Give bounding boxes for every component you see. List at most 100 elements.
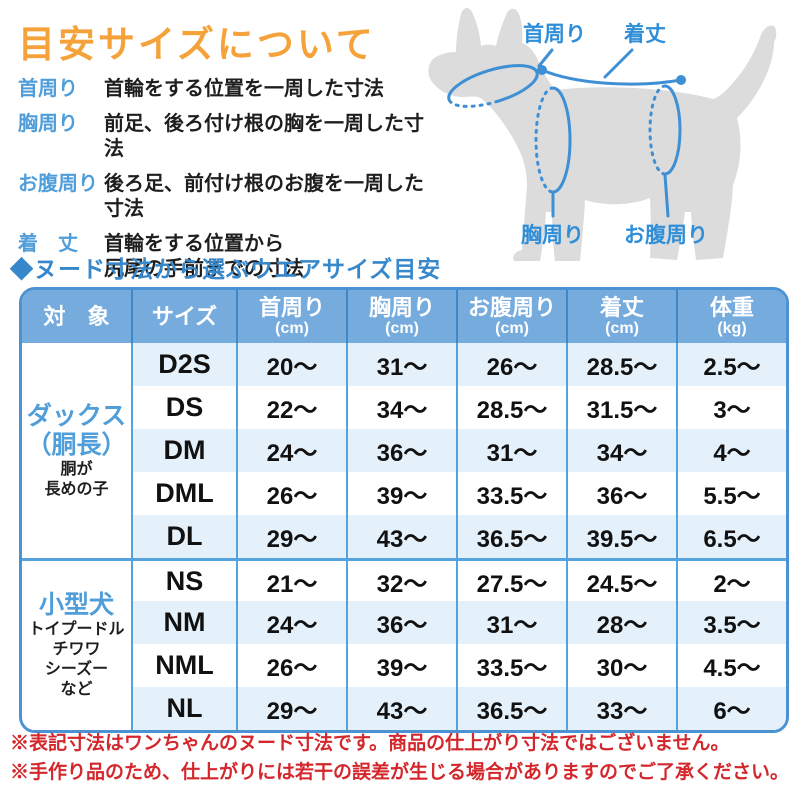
diagram-neck-label: 首周り [523, 22, 586, 46]
header-unit: (cm) [385, 320, 419, 337]
chest-value: 39～ [346, 644, 456, 687]
length-value: 36～ [566, 472, 676, 515]
chest-value: 32～ [346, 558, 456, 601]
neck-value: 22～ [236, 386, 346, 429]
belly-value: 31～ [456, 601, 566, 644]
neck-value: 29～ [236, 687, 346, 730]
table-header-row: 対 象 サイズ 首周り (cm) 胸周り (cm) お腹周り (cm) 着丈 (cm) … [22, 290, 786, 343]
length-end-dot [676, 75, 686, 85]
header-length: 着丈 (cm) [566, 290, 676, 343]
neck-value: 20～ [236, 343, 346, 386]
definition-belly: お腹周り 後ろ足、前付け根のお腹を一周した寸法 [18, 172, 438, 222]
definition-desc: 首輪をする位置を一周した寸法 [104, 78, 384, 100]
weight-value: 2～ [676, 558, 786, 601]
header-belly: お腹周り (cm) [456, 290, 566, 343]
length-value: 30～ [566, 644, 676, 687]
definition-neck: 首周り 首輪をする位置を一周した寸法 [18, 77, 438, 102]
table-row: DL 29～ 43～ 36.5～ 39.5～ 6.5～ [22, 515, 786, 558]
table-row: DML 26～ 39～ 33.5～ 36～ 5.5～ [22, 472, 786, 515]
length-value: 28.5～ [566, 343, 676, 386]
chest-ring-dashed [534, 86, 555, 194]
length-value: 34～ [566, 429, 676, 472]
length-value: 39.5～ [566, 515, 676, 558]
neck-label-leader [537, 48, 554, 68]
definition-desc-line1: 首輪をする位置から [104, 233, 284, 255]
weight-value: 2.5～ [676, 343, 786, 386]
definition-term: 首周り [18, 78, 78, 100]
dog-measurement-diagram: 首周り 着丈 胸周り お腹周り [425, 0, 800, 270]
header-chest: 胸周り (cm) [346, 290, 456, 343]
belly-label-leader [663, 173, 670, 218]
neck-ring [447, 64, 539, 108]
definition-chest: 胸周り 前足、後ろ付け根の胸を一周した寸法 [18, 112, 438, 162]
weight-value: 5.5～ [676, 472, 786, 515]
definition-term: 着 丈 [18, 233, 78, 255]
chest-value: 34～ [346, 386, 456, 429]
length-value: 28～ [566, 601, 676, 644]
neck-value: 21～ [236, 558, 346, 601]
diagram-length-label: 着丈 [623, 22, 666, 46]
table-row: 小型犬 トイプードル チワワ シーズー など NS 21～ 32～ 27.5～ … [22, 558, 786, 730]
neck-value: 24～ [236, 601, 346, 644]
measurement-definitions: 首周り 首輪をする位置を一周した寸法 胸周り 前足、後ろ付け根の胸を一周した寸法… [18, 77, 438, 292]
group-note: 胴が [60, 460, 93, 478]
size-label: NML [131, 644, 236, 687]
belly-value: 36.5～ [456, 515, 566, 558]
header-label: 体重 [709, 295, 754, 320]
header-neck: 首周り (cm) [236, 290, 346, 343]
definition-term: 胸周り [18, 113, 78, 135]
group-name: 小型犬 [38, 591, 114, 619]
header-label: 着丈 [599, 295, 644, 320]
group-name: ダックス [26, 401, 127, 430]
weight-value: 4～ [676, 429, 786, 472]
size-label: D2S [131, 343, 236, 386]
table-row: NM 24～ 36～ 31～ 28～ 3.5～ [22, 601, 786, 644]
dog-silhouette-icon [428, 8, 777, 261]
header-unit: (cm) [495, 320, 529, 337]
header-unit: (cm) [275, 320, 309, 337]
measurement-lines [447, 48, 683, 218]
neck-value: 24～ [236, 429, 346, 472]
header-label: 首周り [258, 295, 325, 320]
group-note: チワワ [52, 641, 101, 658]
chest-ring [551, 86, 572, 194]
belly-ring [663, 84, 682, 176]
dog-diagram-svg: 首周り 着丈 胸周り お腹周り [428, 8, 777, 261]
length-label-leader [603, 48, 634, 79]
length-value: 31.5～ [566, 386, 676, 429]
section-title: ◆ヌード寸法から選ぶウエアサイズ目安 [10, 256, 442, 282]
chest-value: 36～ [346, 429, 456, 472]
size-label: DL [131, 515, 236, 558]
definition-desc: 首輪をする位置から 尻尾の手前までの寸法 [104, 232, 304, 282]
header-unit: (kg) [717, 320, 747, 337]
table-row: DS 22～ 34～ 28.5～ 31.5～ 3～ [22, 386, 786, 429]
footnote-line: ※手作り品のため、仕上がりには若干の誤差が生じる場合がありますのでご了承ください… [10, 762, 790, 783]
header-weight: 体重 (kg) [676, 290, 786, 343]
header-label: 対 象 [43, 303, 110, 329]
group-note: 長めの子 [44, 480, 109, 498]
footnote-line: ※表記寸法はワンちゃんのヌード寸法です。商品の仕上がり寸法ではございません。 [10, 733, 730, 754]
length-value: 33～ [566, 687, 676, 730]
length-start-dot [537, 65, 547, 75]
group-cell-dachshund: ダックス （胴長） 胴が 長めの子 [22, 343, 131, 558]
diagram-chest-label: 胸周り [521, 223, 584, 247]
size-label: DS [131, 386, 236, 429]
neck-value: 26～ [236, 472, 346, 515]
chest-value: 43～ [346, 515, 456, 558]
weight-value: 4.5～ [676, 644, 786, 687]
table-row: DM 24～ 36～ 31～ 34～ 4～ [22, 429, 786, 472]
definition-desc: 後ろ足、前付け根のお腹を一周した寸法 [104, 173, 424, 220]
neck-value: 29～ [236, 515, 346, 558]
chest-value: 36～ [346, 601, 456, 644]
size-label: NS [131, 558, 236, 601]
definition-desc: 前足、後ろ付け根の胸を一周した寸法 [104, 113, 424, 160]
definition-desc-line2: 尻尾の手前までの寸法 [104, 258, 304, 280]
back-length-line [540, 68, 683, 86]
size-label: DM [131, 429, 236, 472]
header-size: サイズ [131, 290, 236, 343]
group-name: （胴長） [26, 430, 127, 459]
belly-value: 36.5～ [456, 687, 566, 730]
weight-value: 6～ [676, 687, 786, 730]
group-note: など [60, 681, 93, 698]
neck-value: 26～ [236, 644, 346, 687]
